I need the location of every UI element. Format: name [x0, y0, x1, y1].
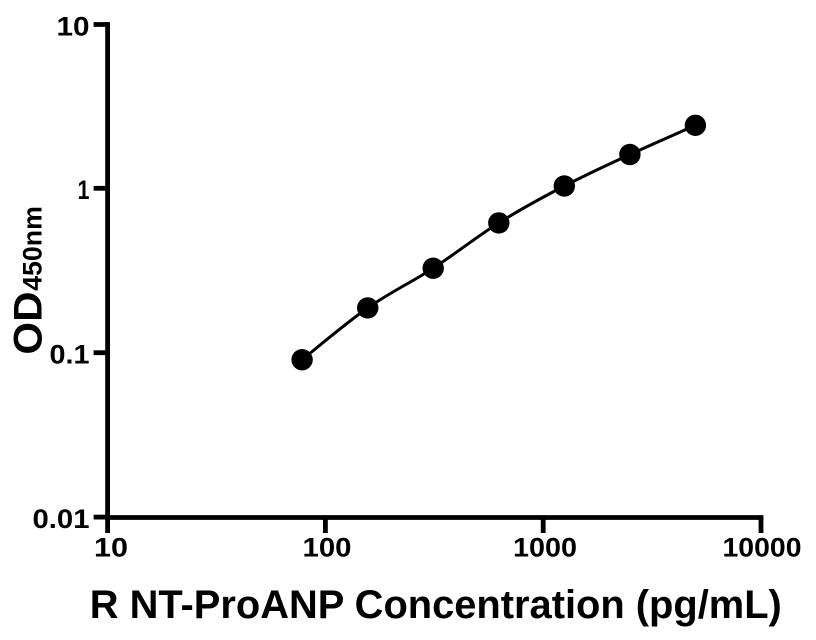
svg-text:10000: 10000 — [723, 533, 802, 563]
svg-text:0.1: 0.1 — [50, 340, 90, 370]
svg-text:100: 100 — [303, 533, 352, 563]
svg-text:0.01: 0.01 — [33, 504, 90, 534]
svg-text:1: 1 — [78, 175, 90, 205]
svg-text:10: 10 — [94, 533, 128, 563]
svg-text:R NT-ProANP Concentration (pg/: R NT-ProANP Concentration (pg/mL) — [90, 583, 782, 627]
svg-text:450nm: 450nm — [18, 206, 48, 291]
svg-text:1000: 1000 — [513, 533, 577, 563]
svg-text:10: 10 — [57, 11, 90, 41]
svg-text:OD: OD — [7, 292, 51, 355]
